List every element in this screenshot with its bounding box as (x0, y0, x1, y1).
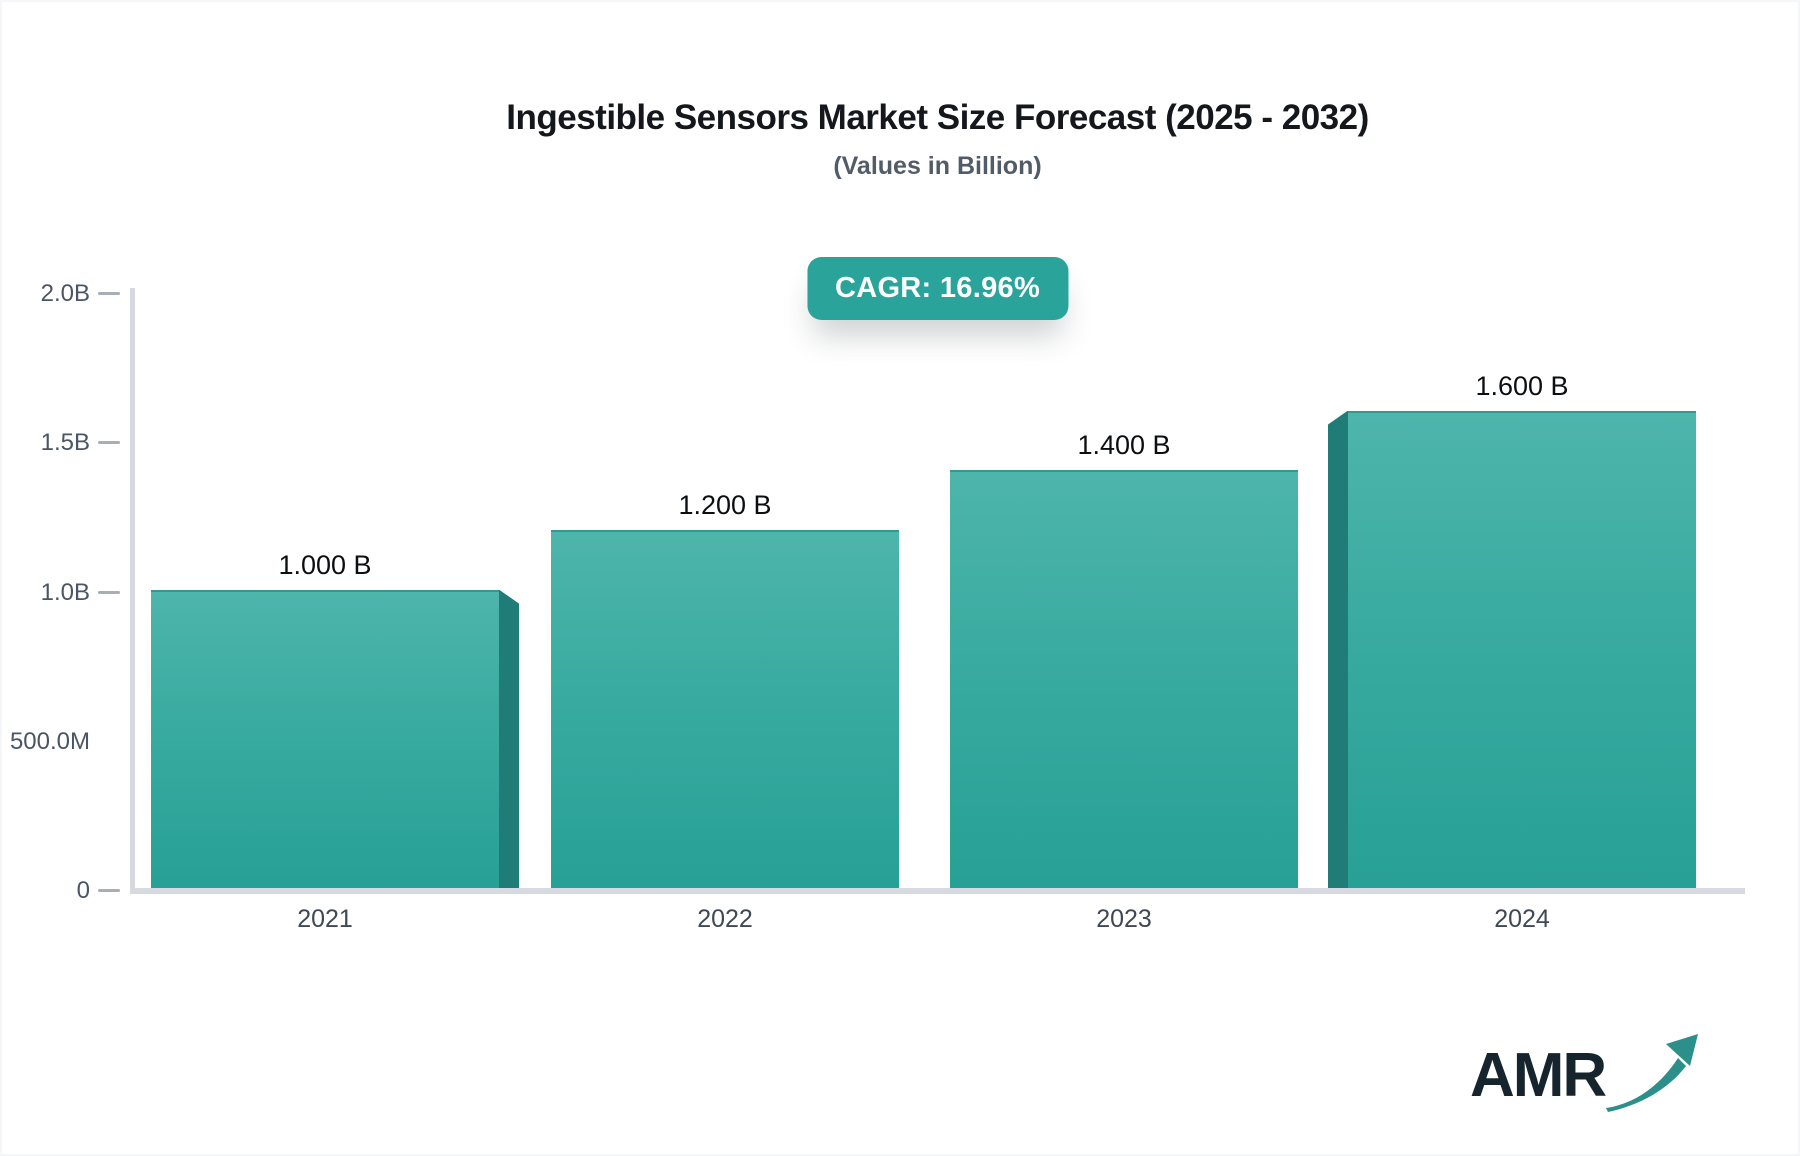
y-axis-tick-label: 0 (76, 877, 90, 904)
growth-arrow-icon (1606, 1034, 1698, 1112)
amr-logo: AMR (1470, 1032, 1700, 1122)
bar-value-label: 1.400 B (1077, 430, 1171, 461)
x-axis-category-label: 2021 (297, 905, 353, 933)
bar-2023 (950, 470, 1298, 888)
bar-3d-side-face (1328, 410, 1348, 888)
y-axis-tick-mark (98, 441, 120, 445)
y-axis-line (130, 288, 135, 894)
y-axis-tick-mark (98, 590, 120, 594)
bar-value-label: 1.200 B (678, 489, 772, 520)
y-axis-tick-label: 2.0B (40, 280, 90, 308)
x-axis-line (130, 888, 1745, 894)
bar-2024 (1348, 410, 1696, 888)
x-axis-category-label: 2024 (1494, 905, 1550, 933)
cagr-badge: CAGR: 16.96% (806, 257, 1069, 320)
x-axis-category-label: 2022 (697, 905, 753, 933)
y-axis-tick-label: 500.0M (9, 727, 90, 755)
bar-2021 (151, 589, 499, 888)
y-axis-tick-label: 1.5B (40, 429, 90, 457)
amr-logo-text: AMR (1470, 1041, 1607, 1110)
y-axis-tick-mark (98, 889, 120, 892)
bar-value-label: 1.600 B (1475, 370, 1569, 401)
y-axis-tick-mark (98, 292, 120, 296)
bar-3d-side-face (499, 589, 519, 888)
bar-value-label: 1.000 B (278, 549, 372, 580)
chart-title: Ingestible Sensors Market Size Forecast … (506, 98, 1369, 137)
y-axis-tick-label: 1.0B (40, 578, 90, 606)
x-axis-category-label: 2023 (1096, 905, 1152, 933)
chart-subtitle: (Values in Billion) (833, 152, 1042, 180)
bar-2022 (551, 529, 899, 888)
